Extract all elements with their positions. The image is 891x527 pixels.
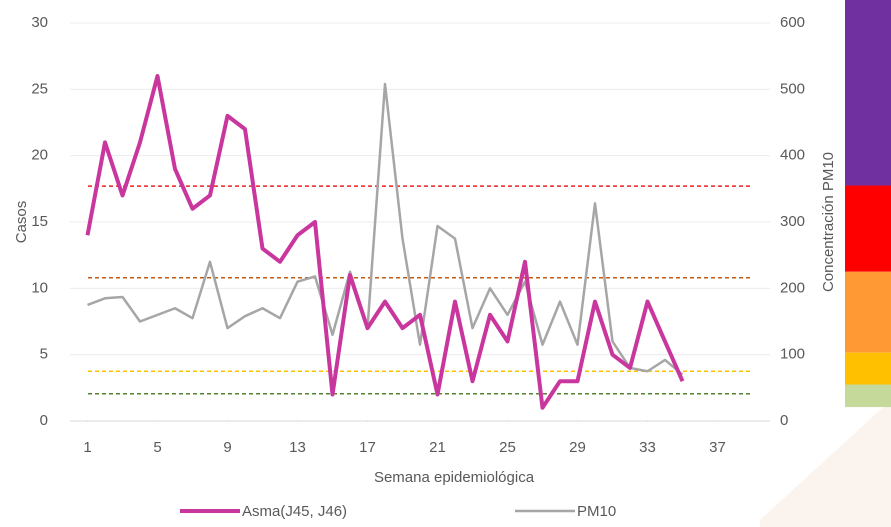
y-tick-label: 15 bbox=[31, 213, 48, 230]
y2-tick-label: 100 bbox=[780, 346, 805, 363]
watermark bbox=[760, 400, 891, 527]
color-band bbox=[845, 384, 891, 408]
x-tick-label: 5 bbox=[153, 439, 161, 456]
color-band bbox=[845, 271, 891, 353]
color-band bbox=[845, 0, 891, 186]
y2-tick-label: 400 bbox=[780, 147, 805, 164]
series-line bbox=[87, 82, 684, 376]
y-tick-label: 20 bbox=[31, 147, 48, 164]
x-tick-label: 29 bbox=[569, 439, 586, 456]
y2-axis-label: Concentración PM10 bbox=[820, 152, 837, 292]
x-tick-label: 21 bbox=[429, 439, 446, 456]
y2-tick-label: 200 bbox=[780, 279, 805, 296]
x-tick-label: 25 bbox=[499, 439, 516, 456]
x-tick-label: 33 bbox=[639, 439, 656, 456]
y-tick-label: 5 bbox=[40, 346, 48, 363]
x-tick-label: 37 bbox=[709, 439, 726, 456]
y2-tick-label: 500 bbox=[780, 80, 805, 97]
y-tick-label: 30 bbox=[31, 14, 48, 31]
series-line bbox=[85, 74, 685, 410]
x-tick-label: 1 bbox=[83, 439, 91, 456]
legend-label: PM10 bbox=[577, 503, 616, 520]
color-band bbox=[845, 185, 891, 272]
y2-tick-label: 600 bbox=[780, 14, 805, 31]
legend-label: Asma(J45, J46) bbox=[242, 503, 347, 520]
x-axis-label: Semana epidemiológica bbox=[374, 469, 535, 486]
x-tick-label: 17 bbox=[359, 439, 376, 456]
x-tick-label: 9 bbox=[223, 439, 231, 456]
y-axis-label: Casos bbox=[13, 201, 30, 244]
y2-tick-label: 300 bbox=[780, 213, 805, 230]
y-tick-label: 25 bbox=[31, 80, 48, 97]
y-tick-label: 0 bbox=[40, 412, 48, 429]
color-band bbox=[845, 352, 891, 385]
x-tick-label: 13 bbox=[289, 439, 306, 456]
y-tick-label: 10 bbox=[31, 279, 48, 296]
y2-tick-label: 0 bbox=[780, 412, 788, 429]
